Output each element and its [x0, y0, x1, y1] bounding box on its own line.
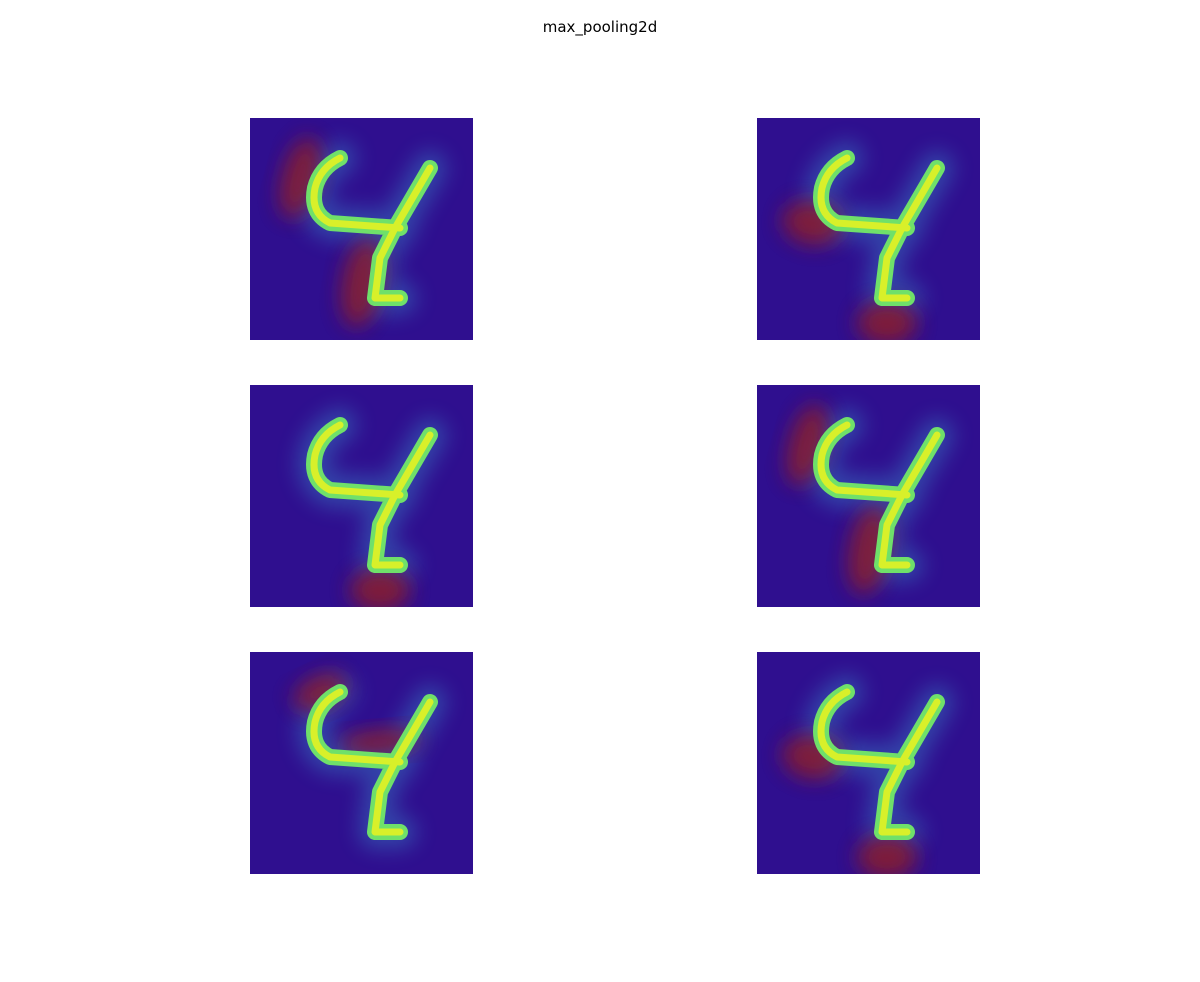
hot-region-bottom	[857, 835, 917, 874]
saliency-panel-6	[757, 652, 980, 874]
hot-region-bottom	[857, 301, 917, 340]
saliency-panel-3	[250, 385, 473, 607]
digit-stroke-inner	[817, 688, 941, 836]
hot-region-bottom	[350, 568, 410, 607]
heatmap-image	[757, 118, 980, 340]
heatmap-image	[250, 118, 473, 340]
heatmap-image	[250, 652, 473, 874]
digit-stroke-inner	[817, 421, 941, 569]
saliency-panel-5	[250, 652, 473, 874]
figure-title: max_pooling2d	[542, 18, 658, 36]
digit-stroke-inner	[310, 421, 434, 569]
saliency-panel-2	[757, 118, 980, 340]
heatmap-image	[250, 385, 473, 607]
digit-stroke-inner	[817, 154, 941, 302]
digit-stroke-inner	[310, 154, 434, 302]
saliency-panel-1	[250, 118, 473, 340]
digit-stroke-inner	[310, 688, 434, 836]
saliency-panel-4	[757, 385, 980, 607]
heatmap-image	[757, 385, 980, 607]
heatmap-image	[757, 652, 980, 874]
